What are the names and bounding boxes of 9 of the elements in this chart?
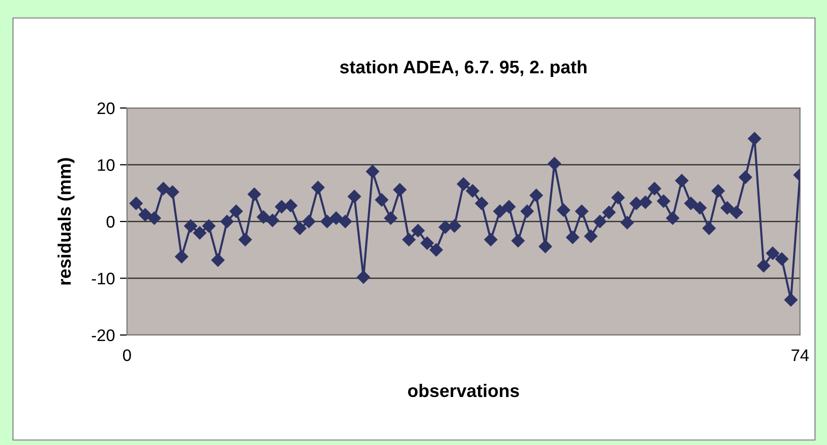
chart-title: station ADEA, 6.7. 95, 2. path [340,60,586,78]
x-axis-title: observations [408,384,519,398]
y-tick-label: 0 [106,216,115,228]
y-tick-label: -20 [92,329,115,342]
y-tick-label: 20 [97,102,115,114]
y-tick-label: 10 [98,159,115,171]
y-tick-label: -10 [92,272,115,284]
y-axis-title: residuals (mm) [58,158,74,285]
x-tick-label: 74 [792,350,809,361]
